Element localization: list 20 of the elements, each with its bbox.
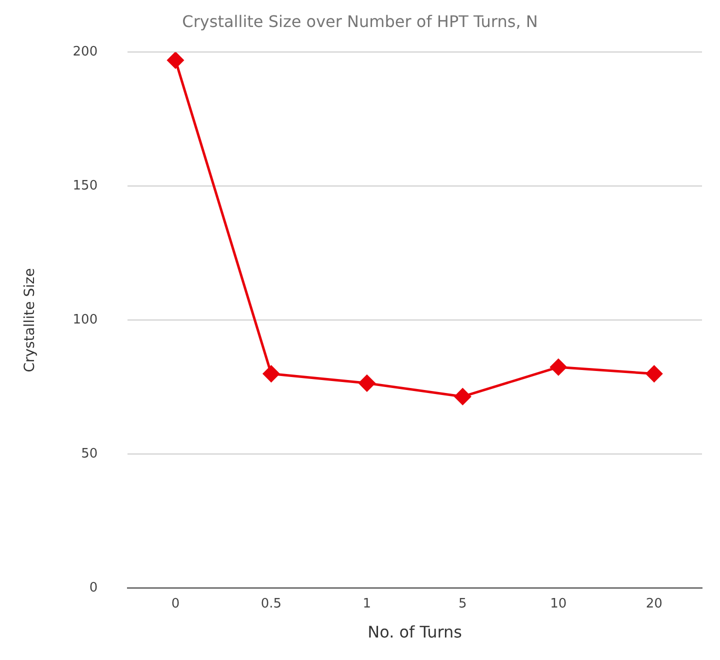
y-tick-label: 150 — [72, 178, 98, 194]
y-tick-label: 100 — [72, 312, 98, 328]
point — [262, 366, 280, 382]
x-tick-label: 20 — [646, 596, 662, 612]
x-tick-label: 5 — [458, 596, 467, 612]
x-tick-label: 0.5 — [260, 596, 282, 612]
x-tick-label: 1 — [362, 596, 372, 612]
x-tick-label: 0 — [171, 596, 180, 612]
point — [646, 366, 662, 382]
x-tick-label: 10 — [550, 596, 567, 612]
chart-title: Crystallite Size over Number of HPT Turns, N — [182, 12, 538, 31]
point — [550, 358, 567, 376]
point — [454, 388, 471, 405]
point — [167, 52, 184, 68]
x-axis-title: No. of Turns — [368, 622, 462, 642]
point — [358, 374, 376, 392]
y-axis-title: Crystallite Size — [22, 268, 38, 372]
y-tick-label: 200 — [72, 44, 98, 60]
y-tick-label: 0 — [89, 580, 98, 596]
y-tick-label: 50 — [81, 446, 98, 462]
